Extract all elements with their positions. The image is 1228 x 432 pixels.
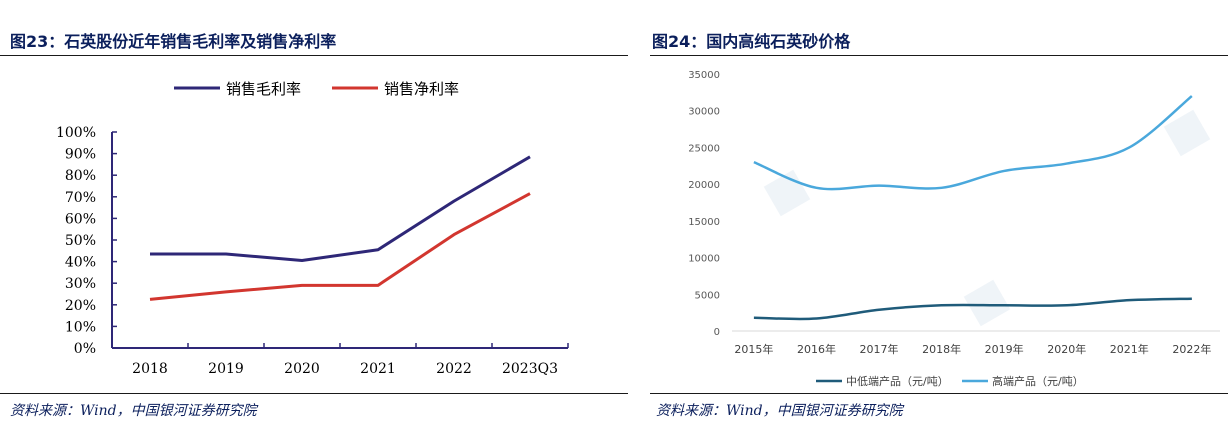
x-tick-label: 2020 xyxy=(284,361,320,377)
y-tick-label: 30% xyxy=(65,276,96,292)
right-title-rule xyxy=(650,55,1228,56)
y-tick-label: 20% xyxy=(65,298,96,314)
x-tick-label: 2022年 xyxy=(1172,342,1211,356)
quartz-sand-price-chart: 0 5000 10000 15000 20000 25000 30000 35000 2015年… xyxy=(688,70,1220,388)
y-tick-label: 30000 xyxy=(688,107,720,118)
left-chart-title: 图23：石英股份近年销售毛利率及销售净利率 xyxy=(10,32,337,51)
right-chart-title: 图24：国内高纯石英砂价格 xyxy=(652,32,851,51)
y-tick-label: 20000 xyxy=(688,180,720,191)
legend-label: 中低端产品（元/吨） xyxy=(846,374,949,388)
right-source-rule xyxy=(650,393,1228,394)
series-line-low-end xyxy=(753,297,1192,321)
y-tick-label: 50% xyxy=(65,233,96,249)
y-tick-label: 40% xyxy=(65,255,96,271)
x-tick-label: 2015年 xyxy=(734,342,773,356)
y-tick-label: 90% xyxy=(65,147,96,163)
y-tick-label: 60% xyxy=(65,211,96,227)
x-tick-label: 2020年 xyxy=(1047,342,1086,356)
y-tick-label: 25000 xyxy=(688,143,720,154)
left-source-note: 资料来源：Wind，中国银河证券研究院 xyxy=(10,403,257,419)
y-tick-label: 10000 xyxy=(688,254,720,265)
watermark-logo-shape xyxy=(1163,109,1211,157)
y-tick-label: 0 xyxy=(714,327,720,338)
y-tick-label: 0% xyxy=(74,341,96,357)
y-tick-label: 80% xyxy=(65,168,96,184)
legend-label: 销售毛利率 xyxy=(226,80,301,98)
x-tick-label: 2017年 xyxy=(860,342,899,356)
watermark-logo-shape xyxy=(963,279,1011,327)
y-tick-label: 35000 xyxy=(688,70,720,81)
x-tick-label: 2021年 xyxy=(1110,342,1149,356)
y-tick-label: 5000 xyxy=(695,290,720,301)
x-tick-label: 2019 xyxy=(208,361,244,377)
margin-line-chart: 0% 10% 20% 30% 40% 50% 60% 70% 80% 90% 100% 2018 201… xyxy=(56,80,569,377)
right-source-note: 资料来源：Wind，中国银河证券研究院 xyxy=(656,403,903,419)
series-line-net-margin xyxy=(149,192,531,301)
series-line-gross-margin xyxy=(150,155,531,263)
x-tick-label: 2021 xyxy=(360,361,396,377)
x-tick-label: 2022 xyxy=(436,361,472,377)
right-panel: 图24：国内高纯石英砂价格 0 5000 10000 15000 20000 25000 3… xyxy=(650,0,1228,432)
x-tick-label: 2018年 xyxy=(922,342,961,356)
legend-label: 销售净利率 xyxy=(384,80,459,98)
left-source-rule xyxy=(0,393,628,394)
left-title-rule xyxy=(0,55,628,56)
legend-label: 高端产品（元/吨） xyxy=(992,374,1084,388)
series-line-high-end xyxy=(753,95,1193,191)
watermark xyxy=(763,109,1211,327)
x-tick-label: 2019年 xyxy=(985,342,1024,356)
x-tick-label: 2023Q3 xyxy=(502,361,558,377)
y-tick-label: 100% xyxy=(56,125,96,141)
left-panel: 图23：石英股份近年销售毛利率及销售净利率 0% 10% 20% 30% 40% 50% 6… xyxy=(0,32,628,419)
y-tick-label: 15000 xyxy=(688,217,720,228)
y-tick-label: 70% xyxy=(65,190,96,206)
y-tick-label: 10% xyxy=(65,319,96,335)
x-tick-label: 2016年 xyxy=(797,342,836,356)
x-tick-label: 2018 xyxy=(132,361,168,377)
